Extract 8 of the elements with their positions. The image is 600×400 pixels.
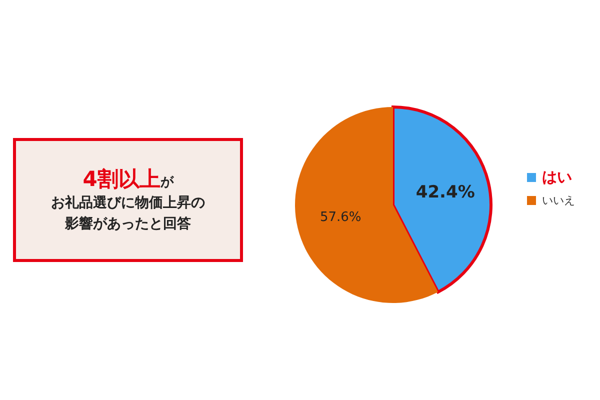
text: 4割以上 [82,167,160,191]
text: お礼品選びに物価上昇の [51,194,205,213]
legend-label: はい [542,168,572,187]
text: が [160,175,174,190]
legend-label: いいえ [542,193,575,208]
data-label: 57.6% [320,210,362,226]
data-label: 42.4% [416,182,475,202]
text: 影響があったと回答 [65,215,191,234]
